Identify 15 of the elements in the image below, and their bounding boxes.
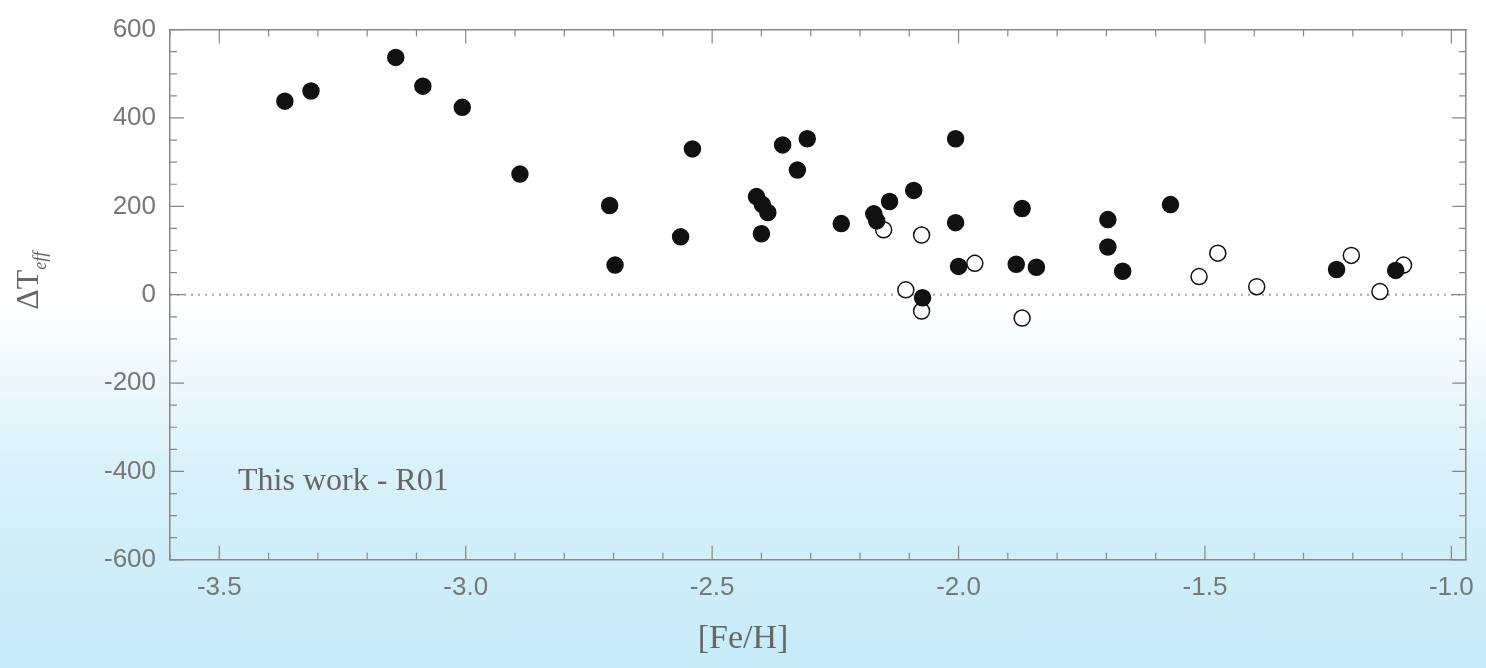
x-tick-label: -3.0 (443, 570, 489, 601)
annotation: This work - R01 (238, 460, 449, 497)
y-tick-label: 600 (112, 12, 157, 43)
y-tick-label: -600 (103, 542, 157, 573)
y-tick-label: 200 (112, 189, 157, 220)
y-tick-label: 400 (112, 101, 157, 132)
y-tick-label: 0 (141, 277, 157, 308)
x-tick-label: -1.5 (1182, 570, 1228, 601)
x-tick-label: -3.5 (196, 570, 242, 601)
x-tick-label: -1.0 (1428, 570, 1474, 601)
x-tick-label: -2.5 (689, 570, 735, 601)
x-tick-label: -2.0 (936, 570, 981, 601)
y-tick-label: -400 (103, 454, 157, 485)
y-tick-label: -200 (103, 366, 157, 397)
x-axis-title: [Fe/H] (696, 618, 790, 656)
